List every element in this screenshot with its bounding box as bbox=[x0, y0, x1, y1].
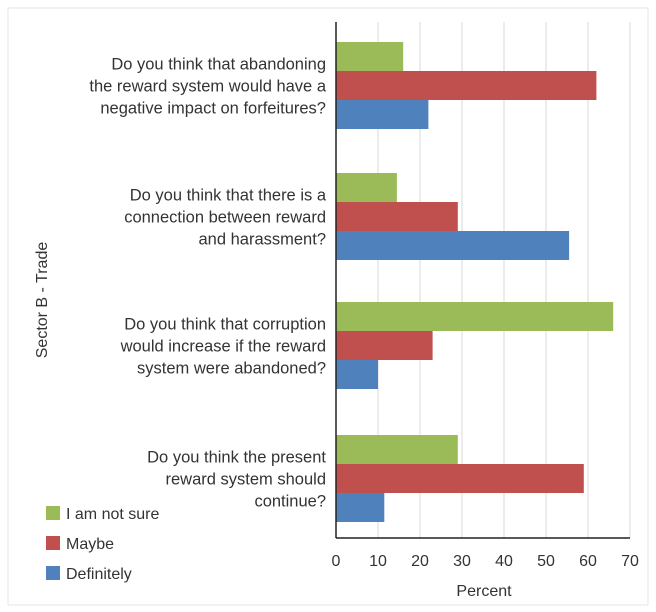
category-labels: Do you think that abandoning the reward s… bbox=[89, 56, 326, 511]
category-label-line: Do you think that abandoning bbox=[111, 56, 326, 74]
bar-definitely-4 bbox=[336, 493, 385, 522]
category-label-line: Do you think that corruption bbox=[124, 316, 326, 334]
y-axis-title: Sector B - Trade bbox=[34, 242, 51, 359]
x-tick-label: 10 bbox=[369, 553, 387, 570]
x-tick-label: 20 bbox=[411, 553, 429, 570]
category-label-line: would increase if the reward bbox=[120, 338, 326, 356]
category-label-line: the reward system would have a bbox=[89, 78, 326, 96]
bar-i-am-not-sure-4 bbox=[336, 435, 458, 464]
category-label-2: Do you think that there is a connection b… bbox=[124, 187, 327, 249]
category-label-4: Do you think the present reward system sh… bbox=[147, 449, 326, 511]
bar-maybe-2 bbox=[336, 202, 458, 231]
x-tick-labels: 0 10 20 30 40 50 60 70 bbox=[332, 553, 639, 570]
category-label-line: negative impact on forfeitures? bbox=[100, 100, 326, 118]
category-label-line: connection between reward bbox=[124, 209, 326, 227]
legend-label: Maybe bbox=[66, 536, 114, 553]
legend-label: I am not sure bbox=[66, 506, 159, 523]
x-tick-label: 70 bbox=[621, 553, 639, 570]
legend-label: Definitely bbox=[66, 566, 132, 583]
legend: I am not sure Maybe Definitely bbox=[46, 506, 159, 583]
bar-definitely-3 bbox=[336, 360, 378, 389]
x-axis-title: Percent bbox=[456, 583, 512, 600]
legend-swatch bbox=[46, 506, 60, 520]
category-label-line: and harassment? bbox=[199, 231, 327, 249]
category-label-line: reward system should bbox=[166, 471, 326, 489]
x-tick-label: 30 bbox=[453, 553, 471, 570]
bar-maybe-1 bbox=[336, 71, 597, 100]
bars-group bbox=[336, 42, 614, 522]
bar-i-am-not-sure-2 bbox=[336, 173, 397, 202]
x-tick-label: 0 bbox=[332, 553, 341, 570]
x-tick-label: 60 bbox=[579, 553, 597, 570]
legend-swatch bbox=[46, 536, 60, 550]
bar-definitely-2 bbox=[336, 231, 570, 260]
category-label-line: continue? bbox=[254, 493, 326, 511]
bar-i-am-not-sure-1 bbox=[336, 42, 404, 71]
x-tick-label: 50 bbox=[537, 553, 555, 570]
category-label-3: Do you think that corruption would increa… bbox=[120, 316, 326, 378]
bar-maybe-3 bbox=[336, 331, 433, 360]
category-label-line: Do you think that there is a bbox=[130, 187, 327, 205]
bar-i-am-not-sure-3 bbox=[336, 302, 614, 331]
category-label-line: system were abandoned? bbox=[137, 360, 326, 378]
category-label-1: Do you think that abandoning the reward s… bbox=[89, 56, 326, 118]
bar-maybe-4 bbox=[336, 464, 584, 493]
bar-definitely-1 bbox=[336, 100, 429, 129]
x-tick-label: 40 bbox=[495, 553, 513, 570]
legend-swatch bbox=[46, 566, 60, 580]
category-label-line: Do you think the present bbox=[147, 449, 326, 467]
